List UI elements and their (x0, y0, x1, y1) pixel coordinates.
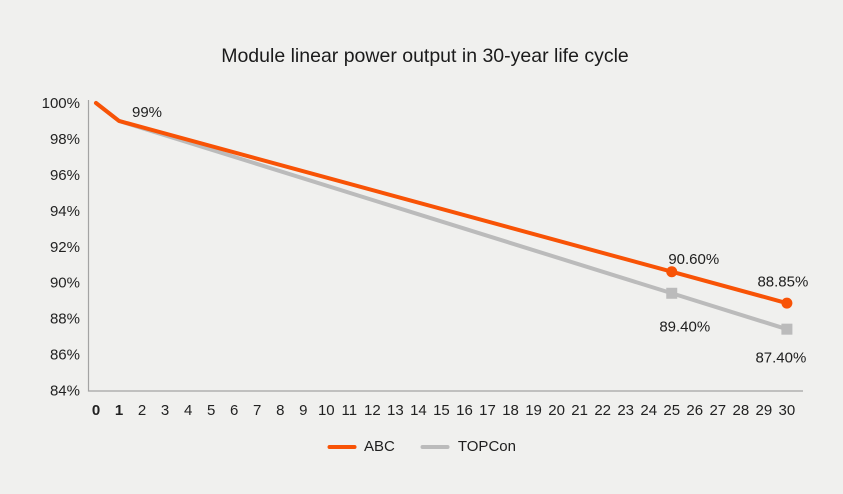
x-tick-label: 22 (594, 402, 611, 419)
legend-item-abc: ABC (327, 438, 395, 455)
x-tick-label: 20 (548, 402, 565, 419)
series-line (94, 101, 789, 332)
y-tick-label: 90% (50, 275, 80, 292)
x-tick-label: 13 (387, 402, 404, 419)
x-tick-label: 4 (184, 402, 192, 419)
x-tick-label: 1 (115, 402, 123, 419)
x-tick-label: 16 (456, 402, 473, 419)
x-tick-label: 21 (571, 402, 588, 419)
legend-swatch (420, 444, 450, 449)
data-point-marker-square (781, 323, 793, 335)
data-point-label: 88.85% (757, 273, 808, 290)
series-line (94, 101, 789, 306)
x-tick-label: 29 (756, 402, 773, 419)
x-tick-label: 14 (410, 402, 427, 419)
series-topcon (94, 101, 793, 335)
y-tick-label: 96% (50, 167, 80, 184)
x-tick-label: 5 (207, 402, 215, 419)
x-tick-label: 30 (779, 402, 796, 419)
x-tick-label: 12 (364, 402, 381, 419)
data-point-label: 89.40% (659, 318, 710, 335)
chart-title: Module linear power output in 30-year li… (221, 45, 629, 67)
x-tick-label: 27 (709, 402, 726, 419)
x-tick-label: 25 (663, 402, 680, 419)
data-point-marker-circle (666, 266, 678, 278)
x-tick-label: 19 (525, 402, 542, 419)
x-tick-label: 8 (276, 402, 284, 419)
legend: ABC TOPCon (327, 438, 516, 455)
legend-swatch (327, 444, 357, 449)
x-tick-label: 6 (230, 402, 238, 419)
data-point-marker-circle (781, 297, 793, 309)
x-tick-label: 3 (161, 402, 169, 419)
data-labels: 99% 90.60% 88.85% 89.40% 87.40% (132, 104, 808, 366)
x-tick-label: 24 (640, 402, 657, 419)
x-tick-label: 15 (433, 402, 450, 419)
data-point-label: 99% (132, 104, 162, 121)
x-tick-label: 23 (617, 402, 634, 419)
data-point-marker-square (666, 287, 678, 299)
x-tick-label: 28 (732, 402, 749, 419)
y-tick-label: 92% (50, 239, 80, 256)
x-tick-label: 7 (253, 402, 261, 419)
y-tick-label: 98% (50, 131, 80, 148)
y-tick-label: 94% (50, 203, 80, 220)
x-tick-label: 2 (138, 402, 146, 419)
x-tick-label: 0 (92, 402, 100, 419)
x-tick-label: 10 (318, 402, 335, 419)
x-tick-label: 18 (502, 402, 519, 419)
x-tick-label: 9 (299, 402, 307, 419)
y-tick-label: 88% (50, 311, 80, 328)
legend-label: TOPCon (457, 438, 516, 455)
series-abc (94, 101, 793, 309)
y-tick-label: 86% (50, 347, 80, 364)
data-point-label: 90.60% (668, 251, 719, 268)
x-tick-label: 17 (479, 402, 496, 419)
x-tick-label: 11 (342, 402, 358, 419)
data-point-label: 87.40% (755, 349, 806, 366)
y-tick-label: 84% (50, 382, 80, 399)
axes: 100%98%96%94%92%90%88%86%84%0 1 2 3 4 5 6 7 8 9 10… (42, 95, 803, 419)
y-tick-label: 100% (42, 95, 80, 112)
legend-label: ABC (364, 438, 395, 455)
axis-line (87, 100, 803, 392)
x-tick-label: 26 (686, 402, 703, 419)
legend-item-topcon: TOPCon (420, 438, 516, 455)
